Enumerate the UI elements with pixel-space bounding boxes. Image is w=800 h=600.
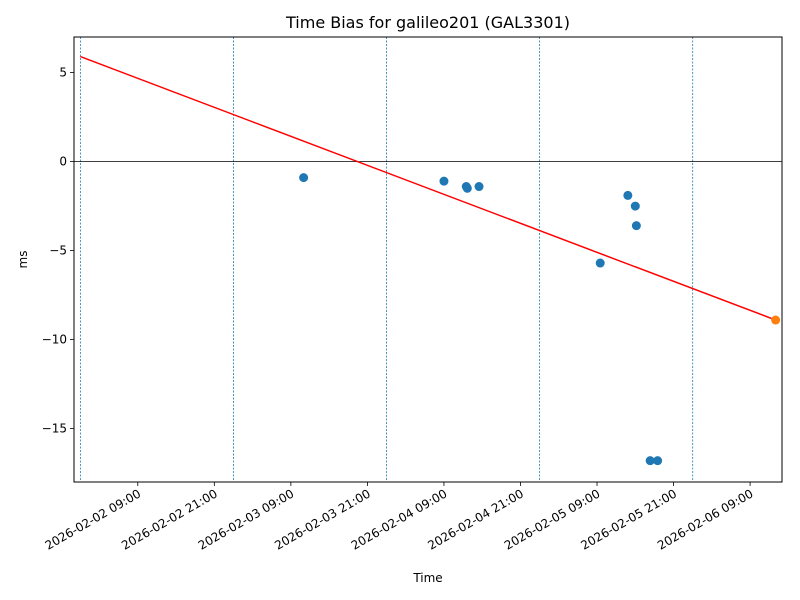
data-point — [771, 315, 781, 325]
data-point — [439, 176, 449, 186]
y-tick-label: 0 — [59, 155, 67, 169]
y-axis: 5 0 −5 −10 −15 — [42, 66, 74, 436]
day-boundary-layer — [79, 37, 694, 482]
points-layer — [299, 173, 781, 466]
data-point — [299, 173, 309, 183]
data-point — [595, 258, 605, 268]
data-point — [630, 201, 640, 211]
chart-title: Time Bias for galileo201 (GAL3301) — [285, 13, 570, 32]
x-axis-label: Time — [412, 571, 442, 585]
y-tick-label: 5 — [59, 66, 67, 80]
data-point — [653, 456, 663, 466]
plot-frame — [73, 36, 783, 483]
data-point — [645, 456, 655, 466]
y-tick-label: −10 — [42, 333, 67, 347]
data-point — [474, 182, 484, 192]
y-tick-label: −5 — [49, 244, 67, 258]
y-axis-label: ms — [16, 251, 30, 269]
data-point — [462, 183, 472, 193]
trend-line — [80, 55, 776, 321]
y-tick-label: −15 — [42, 422, 67, 436]
data-point — [623, 190, 633, 200]
trend-line-layer — [80, 55, 776, 321]
data-point — [631, 221, 641, 231]
